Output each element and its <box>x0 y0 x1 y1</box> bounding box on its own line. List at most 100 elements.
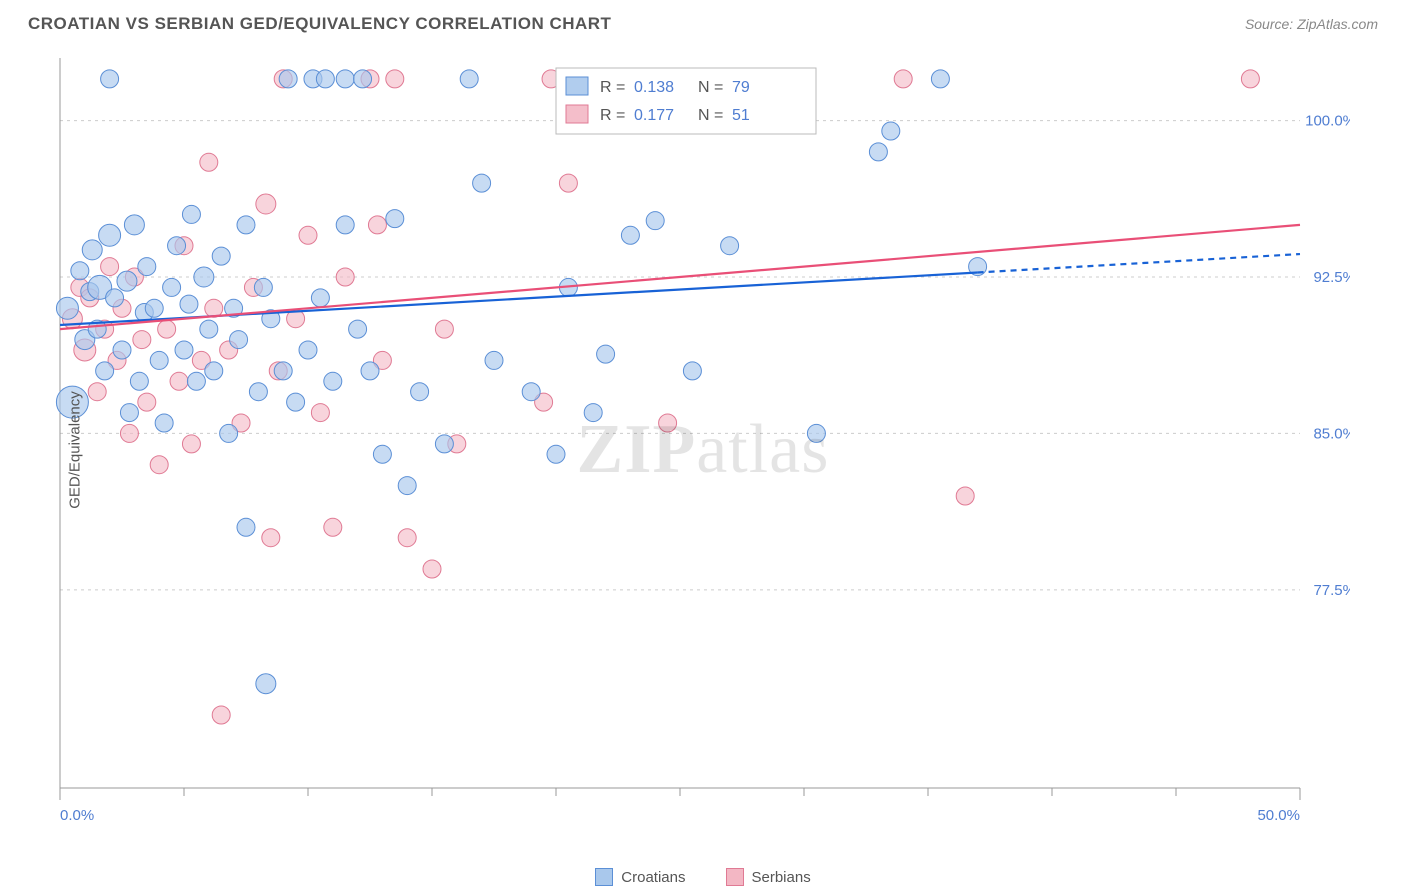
data-point <box>931 70 949 88</box>
data-point <box>336 70 354 88</box>
data-point <box>398 477 416 495</box>
data-point <box>138 258 156 276</box>
data-point <box>485 351 503 369</box>
data-point <box>205 362 223 380</box>
data-point <box>311 404 329 422</box>
y-tick-label: 77.5% <box>1313 582 1350 599</box>
data-point <box>168 237 186 255</box>
data-point <box>683 362 701 380</box>
data-point <box>349 320 367 338</box>
data-point <box>155 414 173 432</box>
data-point <box>180 295 198 313</box>
data-point <box>894 70 912 88</box>
data-point <box>133 331 151 349</box>
data-point <box>249 383 267 401</box>
data-point <box>336 216 354 234</box>
data-point <box>145 299 163 317</box>
data-point <box>279 70 297 88</box>
chart-title: CROATIAN VS SERBIAN GED/EQUIVALENCY CORR… <box>28 14 611 34</box>
y-axis-label: GED/Equivalency <box>66 391 83 509</box>
data-point <box>82 240 102 260</box>
data-point <box>299 341 317 359</box>
data-point <box>106 289 124 307</box>
data-point <box>170 372 188 390</box>
data-point <box>101 70 119 88</box>
data-point <box>56 297 78 319</box>
data-point <box>138 393 156 411</box>
trend-line <box>60 225 1300 329</box>
data-point <box>274 362 292 380</box>
stat-text: 0.177 <box>634 107 674 124</box>
stat-text: 51 <box>732 107 750 124</box>
legend-label: Croatians <box>621 869 685 886</box>
data-point <box>316 70 334 88</box>
data-point <box>158 320 176 338</box>
y-tick-label: 92.5% <box>1313 269 1350 286</box>
data-point <box>646 212 664 230</box>
data-point <box>71 262 89 280</box>
data-point <box>182 435 200 453</box>
data-point <box>311 289 329 307</box>
data-point <box>220 424 238 442</box>
data-point <box>200 153 218 171</box>
data-point <box>113 341 131 359</box>
data-point <box>117 271 137 291</box>
x-tick-label: 50.0% <box>1257 807 1300 824</box>
data-point <box>386 210 404 228</box>
data-point <box>435 435 453 453</box>
data-point <box>101 258 119 276</box>
data-point <box>1241 70 1259 88</box>
data-point <box>124 215 144 235</box>
data-point <box>254 278 272 296</box>
data-point <box>150 456 168 474</box>
data-point <box>200 320 218 338</box>
data-point <box>194 267 214 287</box>
legend: Croatians Serbians <box>0 868 1406 886</box>
chart-area: GED/Equivalency ZIPatlas 77.5%85.0%92.5%… <box>20 48 1386 852</box>
data-point <box>423 560 441 578</box>
trend-line-extrapolated <box>978 254 1300 272</box>
legend-label: Serbians <box>752 869 811 886</box>
data-point <box>287 393 305 411</box>
data-point <box>96 362 114 380</box>
data-point <box>361 362 379 380</box>
data-point <box>398 529 416 547</box>
legend-item: Croatians <box>595 868 685 886</box>
x-tick-label: 0.0% <box>60 807 94 824</box>
data-point <box>869 143 887 161</box>
data-point <box>882 122 900 140</box>
y-tick-label: 100.0% <box>1305 113 1350 130</box>
scatter-chart: 77.5%85.0%92.5%100.0%0.0%50.0%R =0.138N … <box>20 48 1350 828</box>
data-point <box>237 518 255 536</box>
data-point <box>99 224 121 246</box>
data-point <box>547 445 565 463</box>
data-point <box>324 518 342 536</box>
data-point <box>336 268 354 286</box>
legend-swatch <box>566 77 588 95</box>
data-point <box>956 487 974 505</box>
data-point <box>621 226 639 244</box>
stat-text: N = <box>698 107 723 124</box>
data-point <box>721 237 739 255</box>
data-point <box>256 674 276 694</box>
data-point <box>256 194 276 214</box>
stat-box: R =0.138N =79R =0.177N =51 <box>556 68 816 134</box>
chart-source: Source: ZipAtlas.com <box>1245 16 1378 32</box>
legend-swatch <box>595 868 613 886</box>
y-tick-label: 85.0% <box>1313 425 1350 442</box>
data-point <box>373 445 391 463</box>
data-point <box>237 216 255 234</box>
data-point <box>435 320 453 338</box>
stat-text: R = <box>600 79 625 96</box>
data-point <box>150 351 168 369</box>
stat-text: 79 <box>732 79 750 96</box>
data-point <box>386 70 404 88</box>
data-point <box>411 383 429 401</box>
data-point <box>130 372 148 390</box>
data-point <box>584 404 602 422</box>
stat-text: N = <box>698 79 723 96</box>
data-point <box>175 341 193 359</box>
data-point <box>212 247 230 265</box>
data-point <box>354 70 372 88</box>
legend-swatch <box>726 868 744 886</box>
